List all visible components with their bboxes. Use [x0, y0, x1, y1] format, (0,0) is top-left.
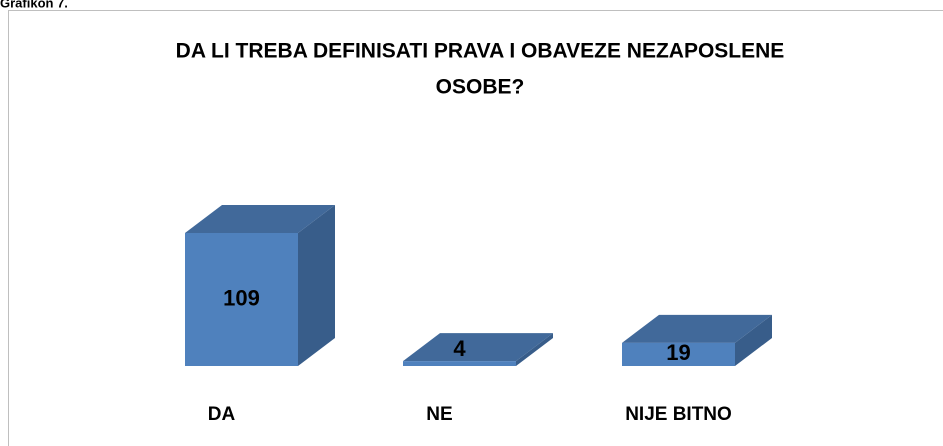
caption: Grafikon 7. — [0, 0, 68, 10]
bar-top — [622, 314, 772, 343]
data-label: 19 — [666, 340, 690, 365]
data-label: 4 — [453, 336, 466, 361]
bar — [403, 361, 516, 366]
x-tick-label: NIJE BITNO — [625, 404, 732, 425]
data-label: 109 — [223, 285, 260, 310]
x-tick-label: DA — [208, 404, 236, 425]
bar-side — [516, 333, 553, 366]
chart-title: OSOBE? — [436, 76, 525, 99]
bar-top — [403, 333, 553, 362]
bar-side — [298, 205, 335, 366]
x-tick-label: NE — [426, 404, 452, 425]
bar — [622, 342, 735, 366]
bar-top — [185, 205, 335, 233]
chart-frame — [8, 10, 943, 446]
bar — [185, 233, 298, 366]
chart-title: DA LI TREBA DEFINISATI PRAVA I OBAVEZE N… — [176, 40, 785, 63]
bar-side — [735, 314, 772, 366]
